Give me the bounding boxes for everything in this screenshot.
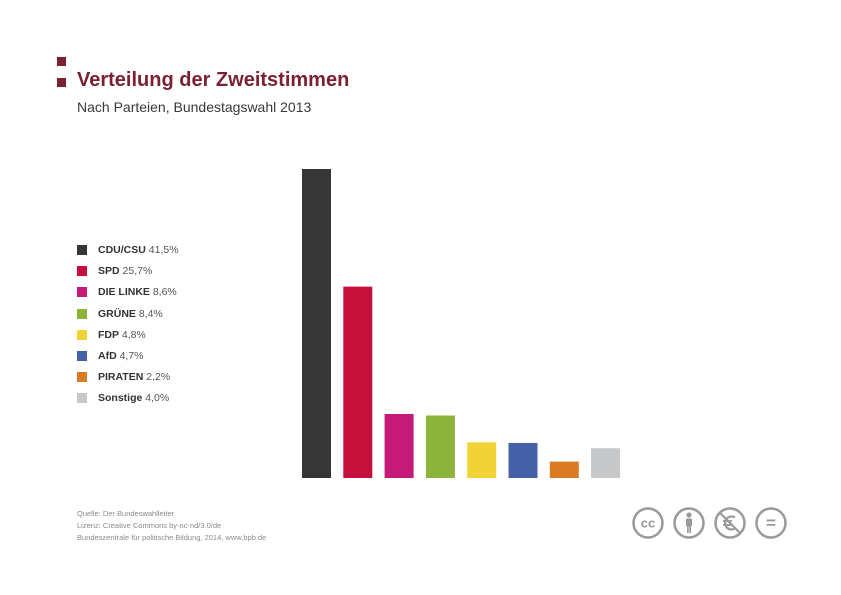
- legend-label: Sonstige: [98, 392, 143, 405]
- legend-value: 2,2%: [143, 371, 171, 384]
- footer-license: Lizenz: Creative Commons by-nc-nd/3.0/de: [77, 521, 222, 530]
- legend-label: AfD: [98, 349, 117, 362]
- legend-swatch: [77, 372, 87, 383]
- legend-label: DIE LINKE: [98, 286, 150, 299]
- legend-swatch: [77, 287, 87, 298]
- by-icon: [673, 507, 705, 539]
- footer-publisher: Bundeszentrale für politische Bildung, 2…: [77, 533, 267, 542]
- cc-icon-text: cc: [641, 516, 655, 531]
- bar-spd: [343, 286, 373, 478]
- bar-fdp: [467, 442, 497, 478]
- legend-swatch: [77, 393, 87, 404]
- license-icons: cc =: [632, 507, 787, 539]
- chart-subtitle: Nach Parteien, Bundestagswahl 2013: [77, 99, 312, 115]
- chart-title: Verteilung der Zweitstimmen: [77, 69, 350, 91]
- nd-icon-text: =: [766, 514, 776, 533]
- legend-swatch: [77, 329, 87, 340]
- bar-cdu-csu: [302, 169, 331, 478]
- legend-label: FDP: [98, 328, 119, 341]
- legend-swatch: [77, 245, 87, 255]
- bar-sonstige: [591, 448, 621, 478]
- bar-afd: [508, 443, 538, 478]
- footer: Quelle: Der Bundeswahlleiter Lizenz: Cre…: [77, 508, 266, 544]
- footer-source: Quelle: Der Bundeswahlleiter: [77, 509, 175, 518]
- bar-die-linke: [384, 414, 414, 478]
- legend-value: 4,0%: [142, 392, 170, 405]
- nd-icon: =: [755, 507, 787, 539]
- brand-square-top: [57, 57, 66, 66]
- nc-icon: [714, 507, 746, 539]
- legend-value: 8,6%: [149, 286, 177, 299]
- bar-piraten: [549, 461, 579, 478]
- legend-value: 4,8%: [119, 328, 146, 341]
- legend-swatch: [77, 308, 87, 319]
- bar-grüne: [425, 415, 455, 478]
- legend-label: GRÜNE: [98, 307, 136, 320]
- legend-label: SPD: [98, 265, 120, 278]
- legend-value: 41,5%: [145, 244, 179, 256]
- legend-label: CDU/CSU: [98, 244, 146, 256]
- legend-label: PIRATEN: [98, 371, 144, 384]
- legend-value: 4,7%: [116, 349, 144, 362]
- legend-value: 25,7%: [119, 265, 153, 278]
- legend-swatch: [77, 266, 87, 277]
- cc-icon: cc: [632, 507, 664, 539]
- legend-swatch: [77, 350, 87, 361]
- brand-square-bottom: [57, 78, 66, 87]
- legend-value: 8,4%: [135, 307, 163, 320]
